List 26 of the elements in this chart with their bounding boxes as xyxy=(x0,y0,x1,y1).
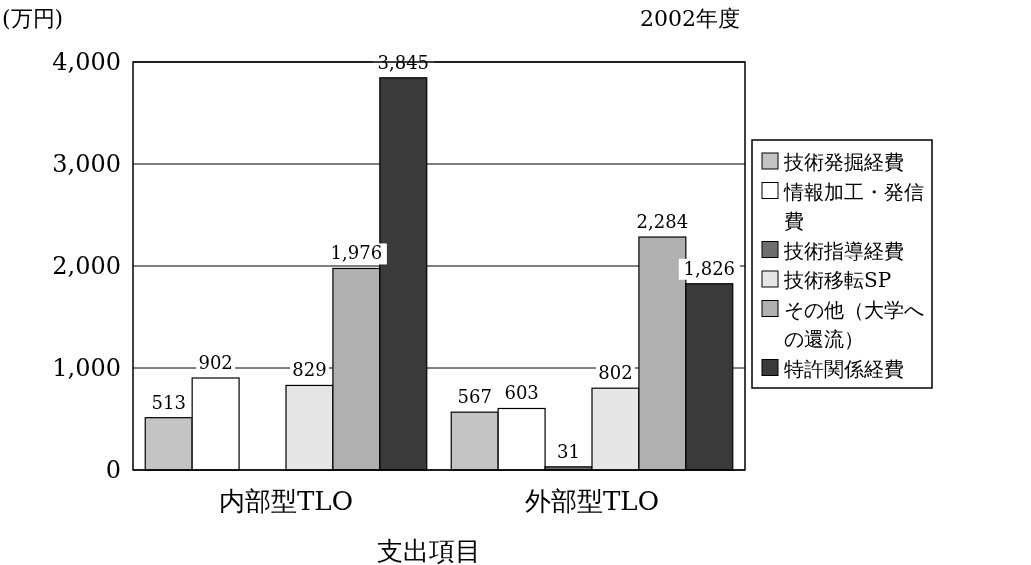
data-label: 1,976 xyxy=(330,242,383,264)
y-tick-label: 1,000 xyxy=(52,354,121,382)
data-label: 802 xyxy=(598,362,633,384)
data-label: 567 xyxy=(457,386,492,408)
legend-label: その他（大学への還流） xyxy=(784,297,924,351)
y-tick-label: 3,000 xyxy=(52,150,121,178)
y-tick-label: 0 xyxy=(105,456,121,484)
legend-label: 技術移転SP xyxy=(783,268,892,292)
x-tick-label: 外部型TLO xyxy=(525,486,659,516)
legend-label: 技術発掘経費 xyxy=(783,150,904,174)
data-label: 902 xyxy=(198,352,233,373)
x-axis-title: 支出項目 xyxy=(377,536,481,565)
data-label: 513 xyxy=(151,391,186,413)
x-tick-label: 内部型TLO xyxy=(219,486,353,516)
y-tick-label: 4,000 xyxy=(52,48,121,76)
y-tick-label: 2,000 xyxy=(52,252,121,280)
legend-label: 技術指導経費 xyxy=(783,238,904,263)
data-label: 829 xyxy=(292,359,327,381)
data-label: 603 xyxy=(504,382,539,404)
data-label: 31 xyxy=(557,440,580,462)
data-label: 2,284 xyxy=(636,211,689,233)
data-label: 1,826 xyxy=(683,257,736,279)
y-axis-title: (万円) xyxy=(2,6,64,31)
legend-label: 特許関係経費 xyxy=(784,356,904,381)
chart-title: 2002年度 xyxy=(640,6,740,31)
legend-label: 情報加工・発信費 xyxy=(783,179,924,233)
